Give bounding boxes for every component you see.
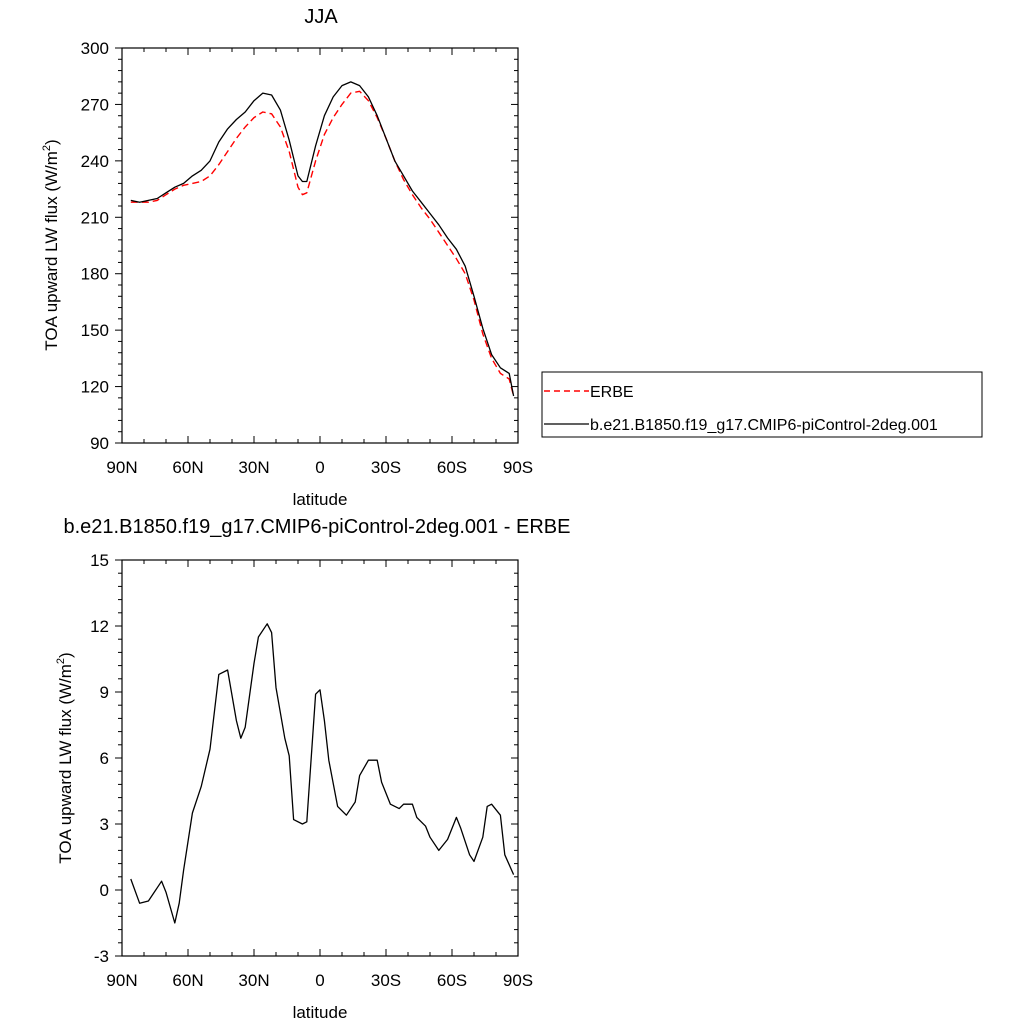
flux-panel: JJA 90N 60N 30N 0 30S 60S 90S 90 120 150 180 210 240… — [41, 6, 533, 509]
series-group — [130, 81, 515, 397]
x-tick-label: 30N — [238, 458, 269, 477]
x-tick-label: 60N — [172, 458, 203, 477]
y-axis-label-close: ) — [56, 652, 75, 658]
axis-ticks: 90N 60N 30N 0 30S 60S 90S 90 120 150 180 210 240 270 3… — [81, 39, 534, 477]
x-axis-label: latitude — [293, 1003, 348, 1022]
y-tick-label: 90 — [90, 434, 109, 453]
x-tick-label: 30S — [371, 971, 401, 990]
plot-frame — [121, 559, 519, 957]
x-tick-label: 30S — [371, 458, 401, 477]
chart-title: JJA — [304, 6, 338, 28]
y-tick-label: 3 — [100, 815, 109, 834]
difference-series-line — [130, 623, 515, 924]
x-tick-label: 60N — [172, 971, 203, 990]
difference-panel: b.e21.B1850.f19_g17.CMIP6-piControl-2deg… — [55, 516, 570, 1022]
y-tick-label: 150 — [81, 321, 109, 340]
y-axis-label-main: TOA upward LW flux (W/m — [42, 151, 61, 351]
y-tick-label: 15 — [90, 551, 109, 570]
legend-box — [541, 371, 983, 438]
x-tick-label: 30N — [238, 971, 269, 990]
y-tick-label: 180 — [81, 265, 109, 284]
y-tick-label: 300 — [81, 39, 109, 58]
x-tick-label: 90S — [503, 458, 533, 477]
y-axis-label: TOA upward LW flux (W/m2) — [55, 652, 75, 863]
x-tick-label: 90N — [106, 458, 137, 477]
y-tick-label: 9 — [100, 683, 109, 702]
y-tick-label: 240 — [81, 152, 109, 171]
y-axis-label-sup: 2 — [41, 145, 53, 151]
y-tick-label: 0 — [100, 881, 109, 900]
x-tick-label: 60S — [437, 971, 467, 990]
y-tick-label: -3 — [94, 947, 109, 966]
y-axis-label: TOA upward LW flux (W/m2) — [41, 139, 61, 350]
x-tick-label: 90S — [503, 971, 533, 990]
chart-title: b.e21.B1850.f19_g17.CMIP6-piControl-2deg… — [64, 516, 571, 538]
model-series-line — [130, 81, 515, 397]
y-tick-label: 270 — [81, 95, 109, 114]
axis-ticks: 90N 60N 30N 0 30S 60S 90S -3 0 3 6 9 12 15 — [90, 551, 533, 990]
legend: ERBE b.e21.B1850.f19_g17.CMIP6-piControl… — [541, 371, 983, 438]
y-axis-label-main: TOA upward LW flux (W/m — [56, 664, 75, 864]
y-axis-label-sup: 2 — [55, 658, 67, 664]
y-tick-label: 6 — [100, 749, 109, 768]
x-tick-label: 0 — [315, 458, 324, 477]
x-tick-label: 0 — [315, 971, 324, 990]
erbe-series-line — [130, 90, 515, 397]
series-group — [130, 623, 515, 924]
y-tick-label: 120 — [81, 378, 109, 397]
legend-model-label: b.e21.B1850.f19_g17.CMIP6-piControl-2deg… — [590, 417, 938, 434]
x-tick-label: 60S — [437, 458, 467, 477]
plot-frame — [121, 47, 519, 444]
y-axis-label-close: ) — [42, 139, 61, 145]
y-tick-label: 210 — [81, 208, 109, 227]
x-tick-label: 90N — [106, 971, 137, 990]
legend-erbe-label: ERBE — [590, 384, 634, 401]
x-axis-label: latitude — [293, 490, 348, 509]
y-tick-label: 12 — [90, 617, 109, 636]
